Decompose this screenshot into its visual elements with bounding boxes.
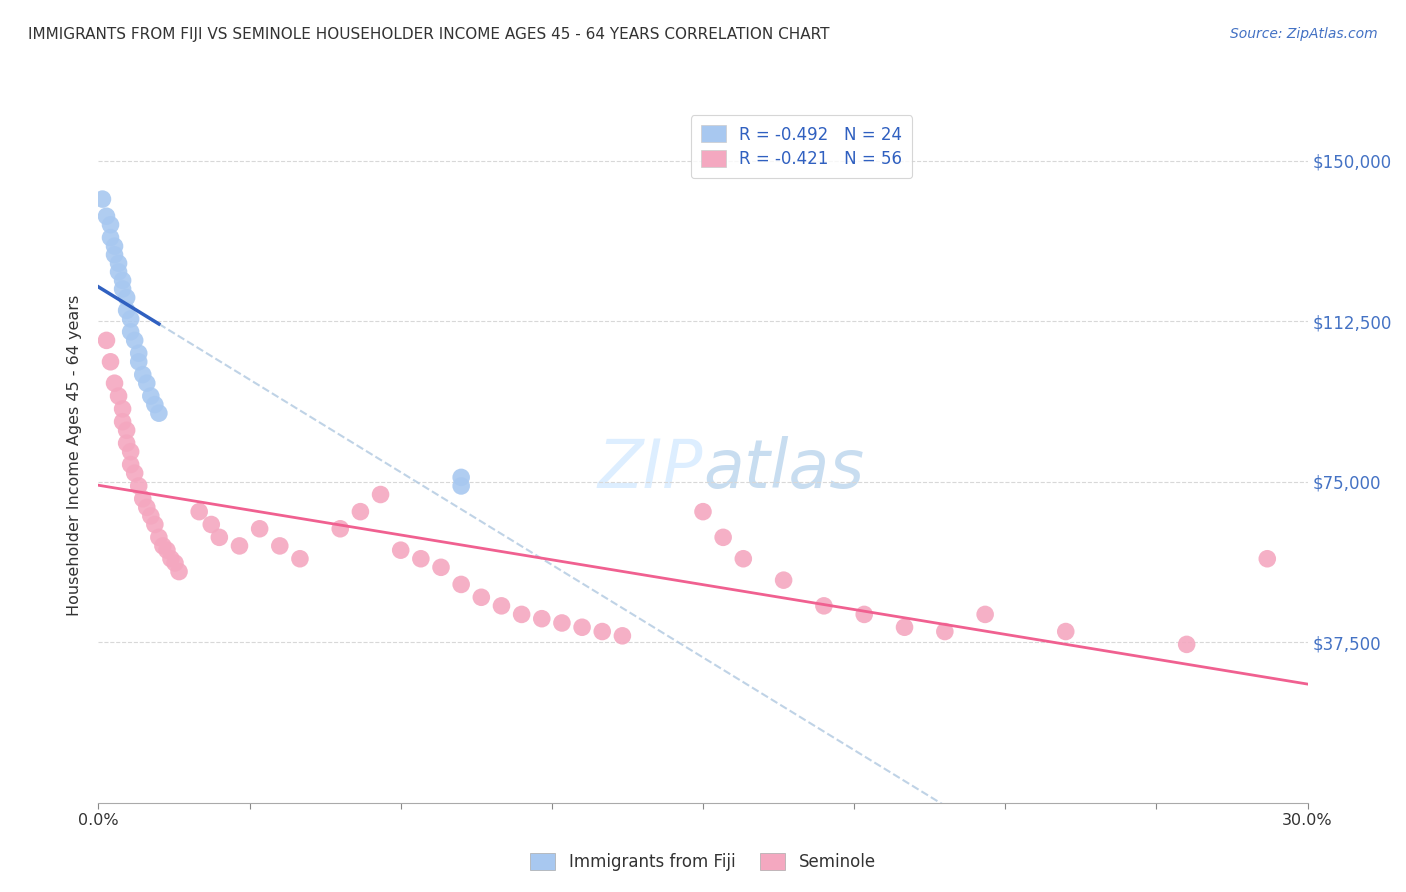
Point: [772, 573, 794, 587]
Point: [91, 192, 114, 206]
Point: [120, 325, 142, 339]
Point: [139, 389, 162, 403]
Point: [111, 282, 134, 296]
Point: [103, 239, 125, 253]
Text: ZIP: ZIP: [598, 436, 703, 502]
Point: [530, 612, 553, 626]
Point: [450, 577, 472, 591]
Point: [120, 312, 142, 326]
Point: [974, 607, 997, 622]
Point: [135, 376, 157, 391]
Point: [143, 517, 166, 532]
Point: [612, 629, 634, 643]
Point: [329, 522, 352, 536]
Point: [148, 530, 170, 544]
Point: [450, 470, 472, 484]
Point: [228, 539, 250, 553]
Point: [132, 491, 155, 506]
Point: [934, 624, 956, 639]
Point: [1256, 551, 1278, 566]
Point: [692, 505, 714, 519]
Point: [124, 466, 146, 480]
Point: [111, 415, 134, 429]
Point: [96, 209, 118, 223]
Point: [208, 530, 231, 544]
Point: [163, 556, 186, 570]
Point: [128, 346, 150, 360]
Point: [100, 218, 122, 232]
Text: IMMIGRANTS FROM FIJI VS SEMINOLE HOUSEHOLDER INCOME AGES 45 - 64 YEARS CORRELATI: IMMIGRANTS FROM FIJI VS SEMINOLE HOUSEHO…: [28, 27, 830, 42]
Point: [115, 291, 138, 305]
Point: [152, 539, 174, 553]
Point: [139, 508, 162, 523]
Point: [120, 444, 142, 458]
Point: [591, 624, 613, 639]
Y-axis label: Householder Income Ages 45 - 64 years: Householder Income Ages 45 - 64 years: [67, 294, 83, 615]
Point: [160, 551, 183, 566]
Point: [409, 551, 432, 566]
Point: [430, 560, 453, 574]
Point: [470, 591, 492, 605]
Point: [107, 389, 129, 403]
Point: [853, 607, 876, 622]
Point: [100, 230, 122, 244]
Point: [96, 334, 118, 348]
Point: [1054, 624, 1077, 639]
Point: [510, 607, 533, 622]
Point: [107, 265, 129, 279]
Point: [115, 423, 138, 437]
Text: Source: ZipAtlas.com: Source: ZipAtlas.com: [1230, 27, 1378, 41]
Point: [389, 543, 412, 558]
Point: [111, 273, 134, 287]
Point: [167, 565, 190, 579]
Point: [111, 401, 134, 416]
Point: [733, 551, 755, 566]
Point: [813, 599, 835, 613]
Point: [349, 505, 371, 519]
Point: [107, 256, 129, 270]
Point: [115, 436, 138, 450]
Point: [288, 551, 311, 566]
Point: [1175, 637, 1198, 651]
Point: [200, 517, 222, 532]
Point: [893, 620, 915, 634]
Point: [491, 599, 513, 613]
Point: [103, 248, 125, 262]
Text: atlas: atlas: [703, 436, 865, 502]
Point: [156, 543, 179, 558]
Point: [100, 355, 122, 369]
Point: [124, 334, 146, 348]
Point: [711, 530, 734, 544]
Point: [249, 522, 271, 536]
Legend: Immigrants from Fiji, Seminole: Immigrants from Fiji, Seminole: [523, 847, 883, 878]
Point: [132, 368, 155, 382]
Point: [103, 376, 125, 391]
Point: [128, 355, 150, 369]
Point: [143, 398, 166, 412]
Point: [120, 458, 142, 472]
Point: [269, 539, 291, 553]
Point: [188, 505, 211, 519]
Point: [571, 620, 593, 634]
Point: [450, 479, 472, 493]
Point: [148, 406, 170, 420]
Point: [135, 500, 157, 515]
Point: [370, 487, 392, 501]
Point: [115, 303, 138, 318]
Point: [128, 479, 150, 493]
Point: [551, 615, 574, 630]
